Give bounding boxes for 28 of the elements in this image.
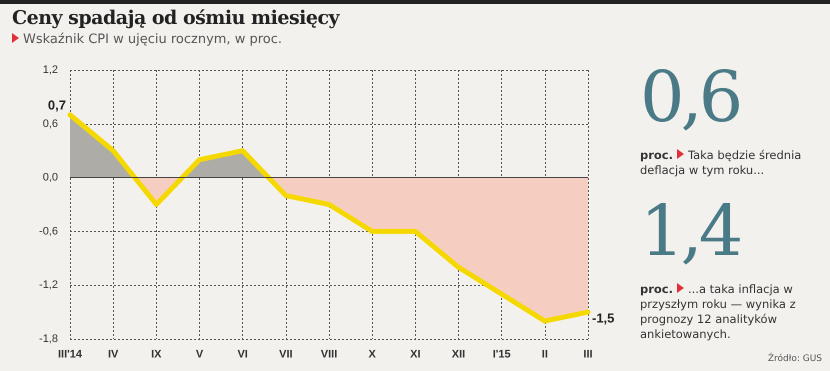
x-tick-label: IX	[151, 348, 162, 360]
text: 0,6	[640, 56, 740, 138]
x-tick-label: II	[542, 348, 548, 360]
text: proc. ...a taka inflacja w przyszłym roku — wynika z prognozy 12 analityków ankietowanych.	[640, 282, 796, 341]
y-tick-label: 0,6	[42, 118, 58, 130]
chart-title: Ceny spadają od ośmiu miesięcy	[12, 7, 340, 29]
x-tick-label: VII	[279, 348, 293, 360]
x-tick-label: V	[196, 348, 204, 360]
y-tick-label: -0,6	[39, 225, 58, 238]
y-tick-label: -1,8	[39, 333, 58, 345]
x-tick-label: XI	[410, 348, 421, 360]
text: proc. Taka będzie średnia deflacja w tym roku...	[640, 148, 802, 177]
y-tick-label: 0,0	[42, 172, 58, 184]
x-tick-label: III'14	[58, 348, 83, 360]
y-tick-label: -1,2	[39, 279, 58, 292]
x-tick-label: I'15	[492, 348, 511, 360]
x-tick-label: VI	[237, 348, 248, 360]
x-tick-label: X	[368, 348, 376, 360]
text: 1,4	[640, 190, 740, 272]
y-tick-label: 1,2	[42, 64, 58, 76]
x-tick-label: VIII	[320, 348, 338, 360]
x-tick-label: IV	[108, 348, 120, 360]
text: Źródło: GUS	[768, 354, 822, 364]
chart-subtitle: Wskaźnik CPI w ujęciu rocznym, w proc.	[22, 32, 282, 47]
x-tick-label: III	[583, 348, 593, 360]
x-tick-label: XII	[452, 348, 466, 360]
data-label: -1,5	[592, 310, 614, 326]
data-label: 0,7	[48, 97, 66, 112]
